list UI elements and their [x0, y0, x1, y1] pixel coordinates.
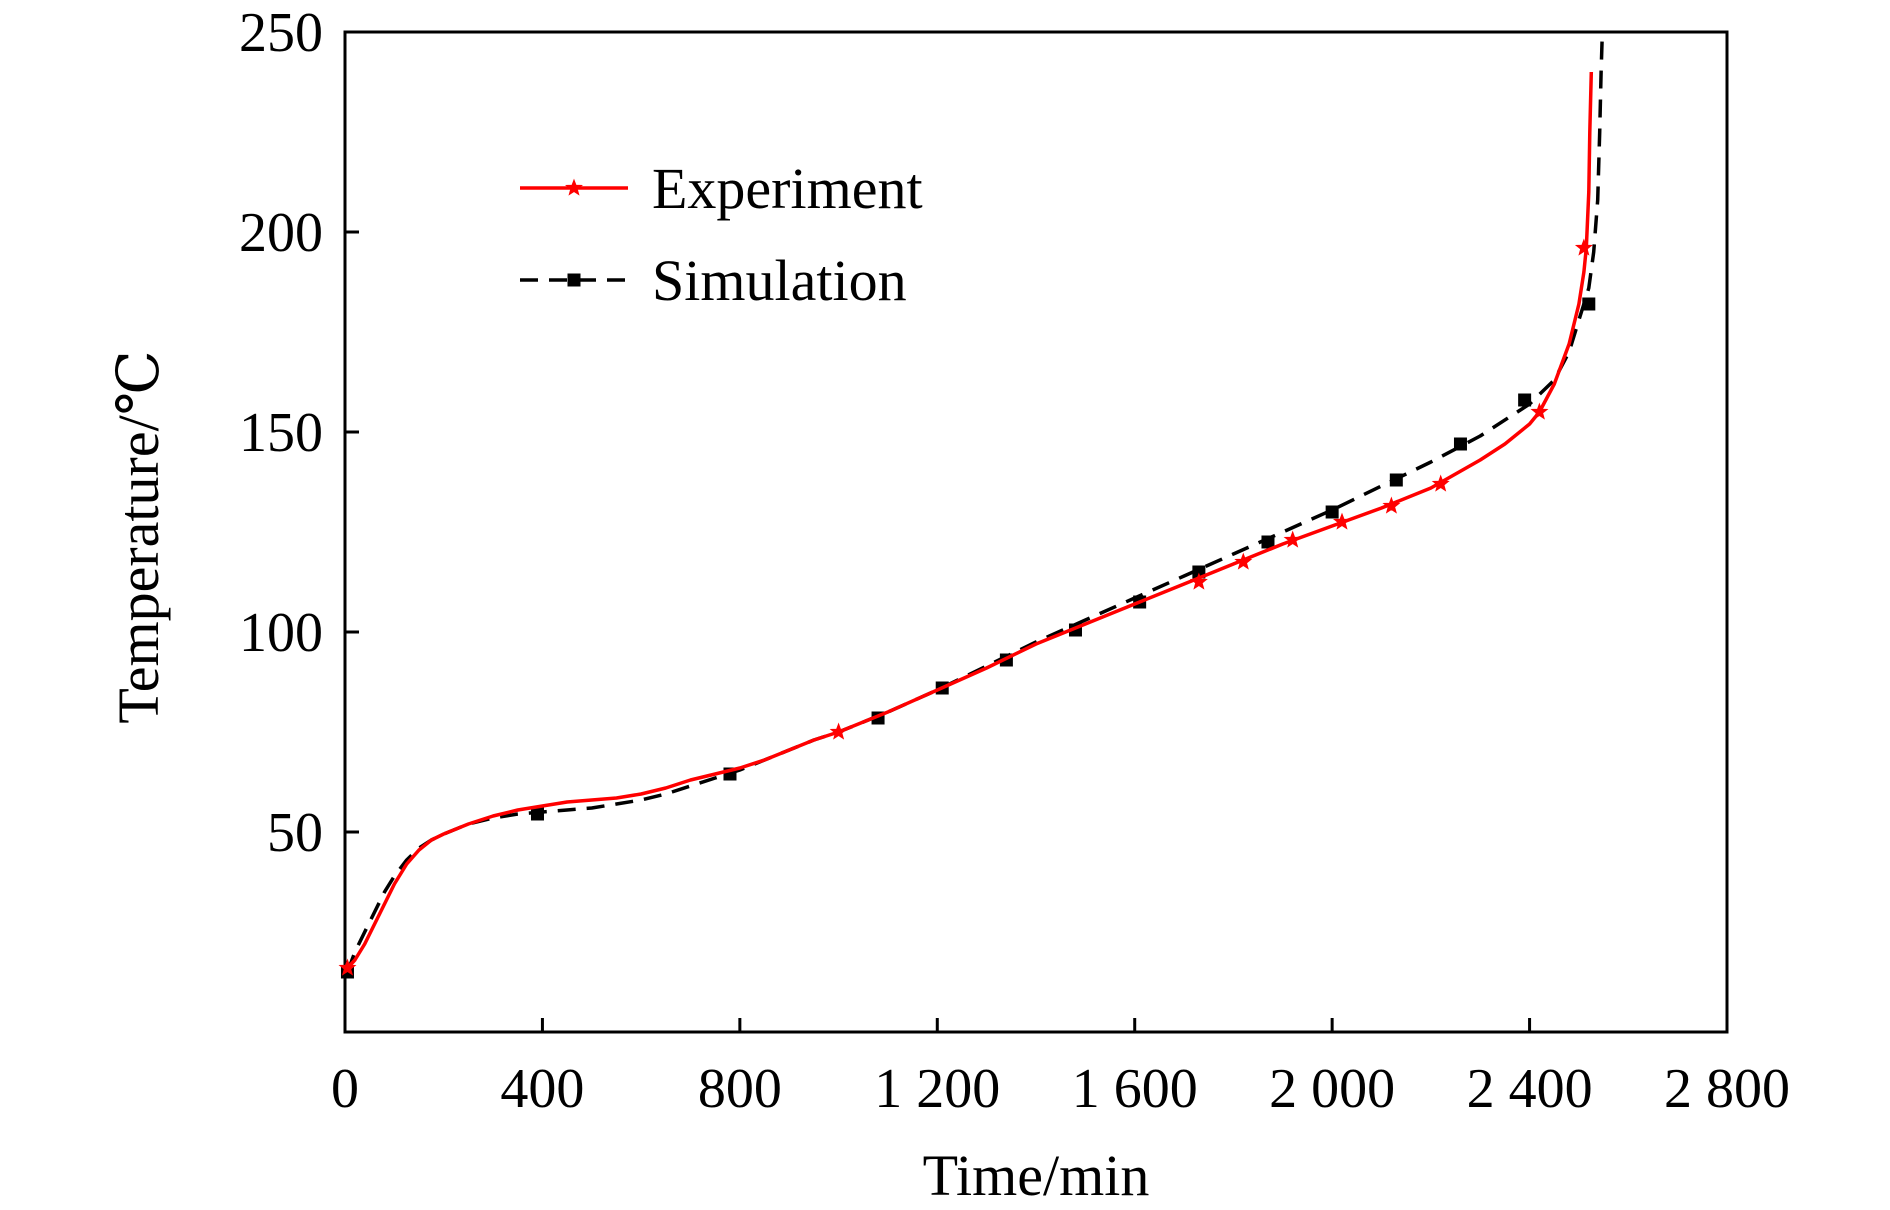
experiment-marker [1574, 238, 1593, 256]
experiment-marker [1431, 474, 1450, 492]
x-tick-label: 2 000 [1269, 1058, 1395, 1120]
legend-simulation-label: Simulation [652, 248, 907, 313]
y-tick-label: 50 [267, 802, 323, 864]
x-tick-label: 800 [698, 1058, 782, 1120]
x-tick-label: 2 400 [1467, 1058, 1593, 1120]
x-axis: 0 400 800 1 200 1 600 2 000 2 400 2 800 [331, 1018, 1790, 1120]
x-tick-label: 1 600 [1072, 1058, 1198, 1120]
y-axis-label: Temperature/℃ [106, 350, 171, 723]
x-tick-label: 0 [331, 1058, 359, 1120]
experiment-marker [829, 722, 848, 740]
experiment-marker [1189, 572, 1208, 590]
plot-frame [343, 30, 1729, 1034]
y-tick-label: 250 [239, 2, 323, 64]
experiment-series-line [346, 71, 1594, 970]
simulation-marker [1453, 437, 1467, 451]
simulation-marker [1582, 297, 1596, 311]
experiment-marker [1333, 512, 1351, 530]
legend-experiment-marker [565, 178, 583, 196]
legend-experiment-label: Experiment [652, 156, 923, 221]
experiment-marker [338, 958, 357, 976]
y-tick-label: 150 [239, 402, 323, 464]
x-tick-label: 2 800 [1664, 1058, 1790, 1120]
simulation-marker [1261, 535, 1275, 549]
legend-simulation-marker [567, 273, 581, 287]
simulation-marker [1389, 473, 1403, 487]
simulation-marker [530, 807, 544, 821]
simulation-marker [1325, 505, 1339, 519]
x-axis-label: Time/min [923, 1143, 1150, 1208]
simulation-marker [1518, 393, 1532, 407]
experiment-marker [1382, 496, 1401, 514]
y-tick-label: 100 [239, 602, 323, 664]
experiment-marker [1234, 552, 1253, 570]
experiment-marker [1530, 402, 1549, 420]
experiment-marker [1283, 530, 1302, 548]
x-tick-label: 1 200 [874, 1058, 1000, 1120]
y-axis: 50 100 150 200 250 [239, 2, 359, 864]
plot-area [338, 30, 1729, 1034]
legend: Experiment Simulation [520, 156, 923, 313]
simulation-series-line [345, 31, 1605, 973]
y-tick-label: 200 [239, 202, 323, 264]
x-tick-label: 400 [500, 1058, 584, 1120]
